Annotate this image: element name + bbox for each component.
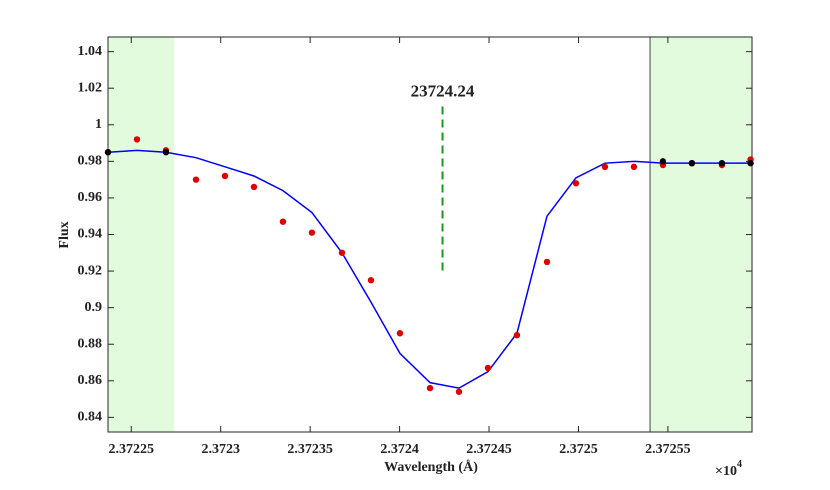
data-point <box>513 331 521 339</box>
x-scale-label: ×104 <box>715 459 742 479</box>
x-tick-label: 2.3723 <box>201 442 240 457</box>
x-tick-label: 2.37245 <box>466 442 512 457</box>
y-tick-label: 1.02 <box>78 80 103 95</box>
data-point <box>747 159 754 167</box>
y-tick-label: 0.94 <box>78 227 103 242</box>
y-tick-label: 0.92 <box>78 263 103 278</box>
data-point <box>104 149 112 156</box>
data-point <box>572 180 580 187</box>
y-tick-label: 1.04 <box>78 44 103 59</box>
data-point <box>630 163 638 171</box>
data-point <box>688 159 696 167</box>
data-point <box>308 229 316 236</box>
x-tick-label: 2.37255 <box>645 442 691 457</box>
shaded-region <box>108 37 175 432</box>
data-point <box>484 364 492 372</box>
y-tick-label: 0.96 <box>78 190 103 205</box>
y-tick-label: 0.9 <box>85 300 103 315</box>
annotation-label: 23724.24 <box>411 81 475 100</box>
y-tick-label: 0.98 <box>78 154 103 169</box>
data-point <box>192 176 200 183</box>
data-point <box>659 158 667 165</box>
shaded-region <box>650 37 752 432</box>
data-point <box>338 249 346 256</box>
data-point <box>279 218 287 225</box>
y-tick-label: 0.86 <box>78 373 103 388</box>
data-point <box>543 258 551 266</box>
data-point <box>396 330 404 337</box>
data-point <box>718 159 726 167</box>
x-scale-exponent: 4 <box>737 459 742 470</box>
x-tick-label: 2.3724 <box>380 442 419 457</box>
model-line <box>107 149 751 389</box>
x-axis-label: Wavelength (Å) <box>384 459 478 475</box>
y-tick-label: 0.84 <box>78 410 103 425</box>
data-point <box>367 277 375 284</box>
y-axis-label: Flux <box>57 221 72 248</box>
x-tick-label: 2.37235 <box>287 442 333 457</box>
x-tick-label: 2.37225 <box>109 442 155 457</box>
data-point <box>250 183 258 191</box>
x-tick-label: 2.3725 <box>559 442 598 457</box>
data-point <box>455 388 463 395</box>
data-point <box>426 384 434 392</box>
x-scale-base: ×10 <box>715 464 737 479</box>
y-tick-label: 0.88 <box>78 336 103 351</box>
data-point <box>221 172 229 180</box>
data-point <box>133 136 141 143</box>
data-point <box>601 163 609 171</box>
data-point <box>162 149 170 156</box>
y-tick-label: 1 <box>95 117 102 132</box>
